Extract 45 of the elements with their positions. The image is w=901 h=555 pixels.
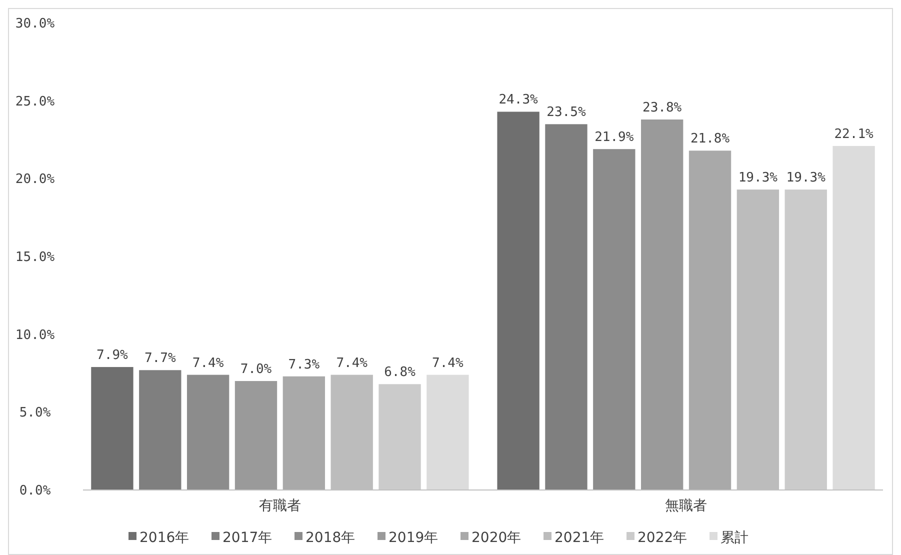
data-label: 21.8% xyxy=(690,132,730,147)
x-tick-label: 無職者 xyxy=(665,498,708,514)
data-label: 22.1% xyxy=(834,126,874,142)
legend-label: 2020年 xyxy=(472,530,522,546)
legend-label: 2022年 xyxy=(638,530,688,546)
bar xyxy=(497,112,540,490)
y-tick-label: 15.0% xyxy=(15,250,55,266)
data-label: 6.8% xyxy=(384,365,416,380)
y-tick-label: 10.0% xyxy=(15,328,55,343)
data-label: 7.4% xyxy=(336,356,368,371)
bar xyxy=(688,150,732,490)
data-label: 21.9% xyxy=(594,130,634,146)
bar xyxy=(282,376,326,490)
legend-label: 2019年 xyxy=(388,530,438,546)
bar xyxy=(545,124,588,490)
legend-label: 2017年 xyxy=(222,530,272,546)
bar xyxy=(426,374,469,490)
bar xyxy=(186,374,230,490)
data-label: 7.0% xyxy=(240,362,272,378)
data-label: 24.3% xyxy=(498,92,538,108)
y-tick-label: 30.0% xyxy=(15,16,55,32)
data-label: 19.3% xyxy=(738,170,778,186)
bar xyxy=(593,149,636,490)
y-tick-label: 5.0% xyxy=(19,406,51,421)
data-label: 23.8% xyxy=(642,100,682,116)
y-tick-label: 0.0% xyxy=(19,484,51,499)
legend-label: 2018年 xyxy=(306,530,356,546)
legend-label: 2021年 xyxy=(554,530,604,546)
data-label: 7.4% xyxy=(432,356,464,371)
y-tick-label: 25.0% xyxy=(15,94,55,110)
bar xyxy=(234,381,278,490)
data-label: 7.7% xyxy=(144,351,176,366)
bar xyxy=(91,367,134,490)
y-tick-label: 20.0% xyxy=(15,172,55,188)
bar xyxy=(832,146,875,490)
data-label: 7.9% xyxy=(96,348,128,364)
data-label: 7.3% xyxy=(288,357,320,372)
x-tick-label: 有職者 xyxy=(258,498,301,514)
data-label: 7.4% xyxy=(192,356,224,371)
legend-label: 2016年 xyxy=(140,530,190,546)
legend-label: 累計 xyxy=(720,530,748,546)
data-label: 19.3% xyxy=(786,170,826,186)
data-label: 23.5% xyxy=(546,105,586,120)
bar xyxy=(139,370,182,490)
bar xyxy=(640,120,684,490)
